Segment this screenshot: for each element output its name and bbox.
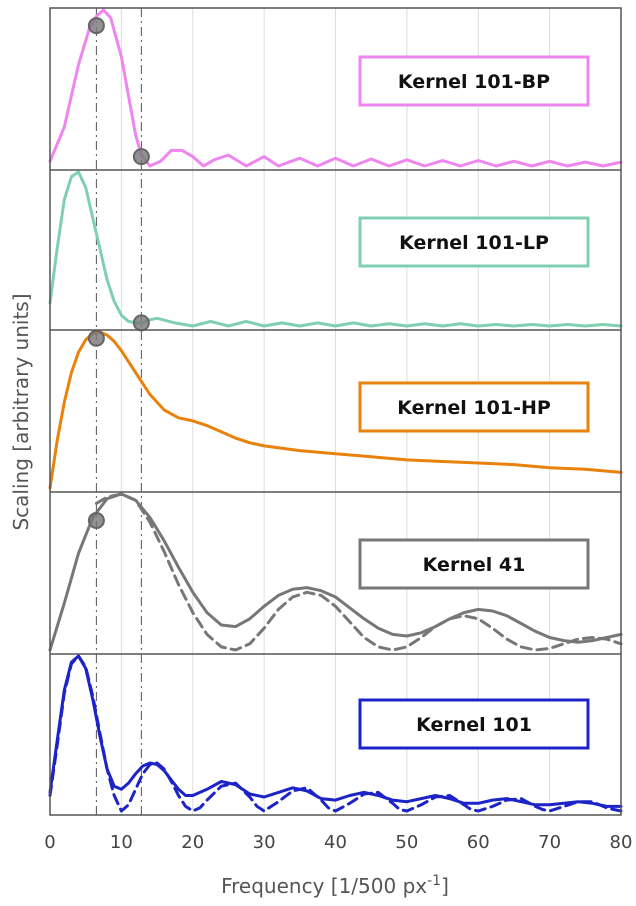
- legend-box: [358, 55, 590, 107]
- x-tick-label: 80: [610, 832, 633, 853]
- reference-lines: [95, 8, 142, 815]
- x-tick-label: 70: [538, 832, 561, 853]
- series-line-solid: [48, 170, 623, 328]
- series-line-solid: [48, 492, 623, 652]
- legend-label: Kernel 101: [416, 714, 532, 736]
- series-line-dashed: [94, 492, 623, 652]
- legend-box: [358, 216, 590, 268]
- marker-point: [132, 314, 150, 332]
- panel: Kernel 41: [48, 492, 623, 652]
- legend-box: [358, 381, 590, 433]
- series-line-solid: [48, 654, 623, 808]
- x-tick-label: 10: [110, 832, 133, 853]
- marker-point: [87, 329, 105, 347]
- x-tick-label: 50: [395, 832, 418, 853]
- panels: Kernel 101-BP Kernel 101-LP Kernel 101-HP K…: [48, 8, 623, 813]
- legend-box: [358, 698, 590, 750]
- x-tick-label: 20: [181, 832, 204, 853]
- legend-label: Kernel 101-BP: [398, 71, 550, 93]
- x-tick-label: 30: [253, 832, 276, 853]
- y-axis-label: Scaling [arbitrary units]: [9, 293, 33, 530]
- series-line-solid: [48, 330, 623, 490]
- x-tick-label: 0: [44, 832, 55, 853]
- legend-box: [358, 538, 590, 590]
- legend-label: Kernel 101-HP: [397, 397, 551, 419]
- series-line-solid: [48, 8, 623, 168]
- legend-label: Kernel 41: [423, 554, 526, 576]
- marker-point: [87, 17, 105, 35]
- legend-label: Kernel 101-LP: [399, 232, 549, 254]
- panel: Kernel 101-BP: [48, 8, 623, 168]
- marker-point: [87, 512, 105, 530]
- x-axis-label: Frequency [1/500 px-1]: [221, 873, 449, 898]
- x-tick-label: 60: [467, 832, 490, 853]
- panel: Kernel 101-HP: [48, 329, 623, 490]
- series-line-dashed: [48, 654, 623, 813]
- x-tick-labels: 0 10 20 30 40 50 60 70 80: [44, 832, 632, 853]
- x-tick-label: 40: [324, 832, 347, 853]
- panel: Kernel 101-LP: [48, 170, 623, 332]
- plot-frame: [49, 7, 622, 816]
- frame-border: [49, 7, 622, 816]
- panel: Kernel 101: [48, 654, 623, 813]
- marker-point: [132, 148, 150, 166]
